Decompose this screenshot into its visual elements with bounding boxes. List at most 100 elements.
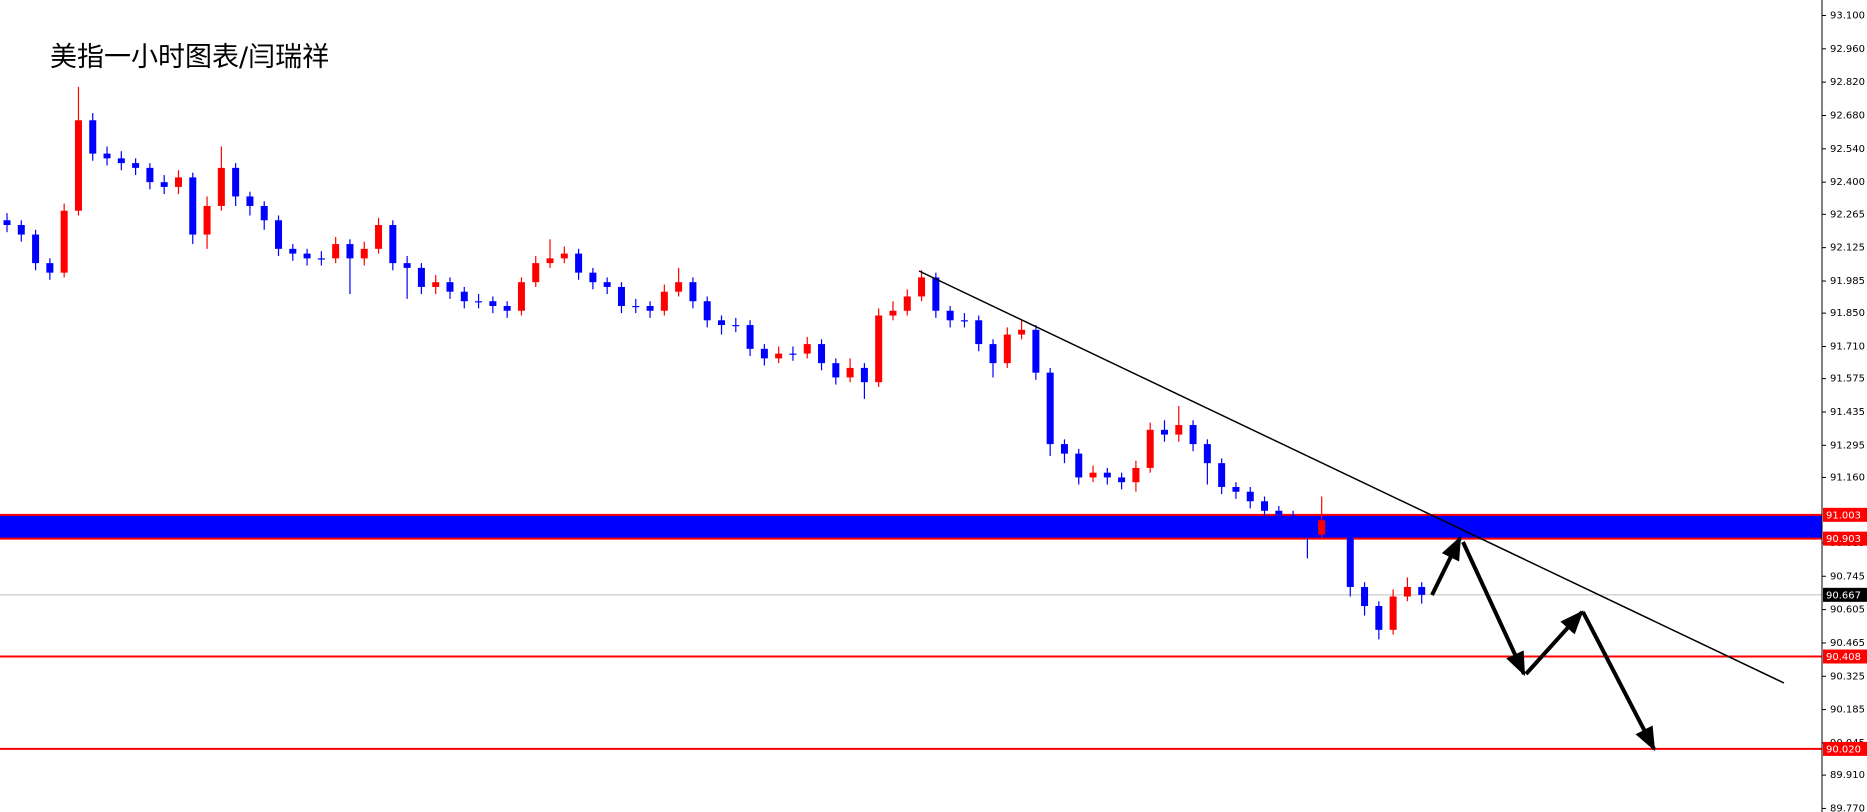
candle-body	[960, 320, 968, 322]
y-tick-label: 92.960	[1830, 44, 1865, 55]
candle-body	[117, 158, 125, 164]
candle-body	[1332, 520, 1340, 530]
candle-body	[932, 277, 940, 311]
y-tick-label: 91.850	[1830, 308, 1865, 319]
candle-body	[1232, 486, 1240, 492]
candle-body	[846, 367, 854, 378]
candle-body	[603, 282, 611, 287]
candle-body	[946, 310, 954, 321]
arrow	[1581, 611, 1656, 752]
candle-body	[403, 263, 411, 268]
candle-body	[1075, 453, 1083, 478]
candle-body	[317, 258, 325, 260]
candle-body	[132, 163, 140, 168]
zone-low-box	[1823, 531, 1867, 546]
candle-body	[803, 344, 811, 354]
candle-body	[146, 167, 154, 183]
chart-title: 美指一小时图表/闫瑞祥	[50, 42, 329, 73]
candle-body	[275, 220, 283, 249]
candle-body	[675, 282, 683, 292]
candle-body	[460, 291, 468, 302]
y-tick-label: 89.910	[1830, 770, 1865, 781]
candle-body	[1261, 501, 1269, 511]
candle-body	[1160, 429, 1168, 435]
candle-body	[1289, 515, 1297, 526]
candle-body	[789, 353, 797, 355]
candle-body	[617, 286, 625, 306]
y-tick-label: 90.745	[1830, 571, 1865, 582]
candle-body	[375, 225, 383, 249]
candle-body	[589, 272, 597, 283]
candle-body	[1246, 491, 1254, 502]
candle-body	[232, 167, 240, 197]
candle-body	[1418, 586, 1426, 595]
candle-body	[1018, 329, 1026, 335]
candle-body	[303, 253, 311, 259]
level-label: 90.020	[1826, 744, 1861, 755]
candle-body	[646, 305, 654, 311]
candle-body	[32, 234, 40, 264]
candle-body	[732, 325, 740, 327]
current-price-box	[1823, 587, 1867, 602]
candle-body	[975, 320, 983, 345]
candle-body	[1103, 472, 1111, 478]
candle-body	[1089, 472, 1097, 478]
y-tick-label: 91.435	[1830, 407, 1865, 418]
candle-body	[760, 348, 768, 359]
y-tick-label: 89.770	[1830, 803, 1865, 812]
y-tick-label: 92.540	[1830, 144, 1865, 155]
candle-body	[1361, 586, 1369, 607]
arrow	[1461, 541, 1526, 677]
candle-body	[1046, 372, 1054, 445]
zone-high-box	[1823, 507, 1867, 522]
candle-body	[260, 205, 268, 221]
zone-low-label: 90.903	[1826, 534, 1861, 545]
candle-body	[1118, 477, 1126, 483]
candle-body	[546, 258, 554, 264]
candle-body	[560, 253, 568, 259]
y-tick-label: 92.820	[1830, 77, 1865, 88]
y-tick-label: 93.100	[1830, 10, 1865, 21]
candle-body	[17, 225, 25, 235]
candle-body	[660, 291, 668, 311]
candle-body	[1275, 510, 1283, 516]
candle-body	[689, 282, 697, 302]
candle-body	[217, 167, 225, 206]
candle-body	[703, 301, 711, 321]
y-tick-label: 90.605	[1830, 605, 1865, 616]
arrow	[1430, 535, 1462, 596]
candle-body	[632, 305, 640, 308]
candle-body	[903, 296, 911, 311]
candle-body	[1203, 444, 1211, 464]
candle-body	[517, 282, 525, 311]
candle-body	[503, 305, 511, 311]
candle-body	[989, 344, 997, 364]
y-tick-label: 90.465	[1830, 638, 1865, 649]
candle-body	[103, 153, 111, 159]
y-tick-label: 91.160	[1830, 472, 1865, 483]
candle-body	[3, 220, 11, 226]
arrow	[1524, 610, 1584, 676]
candle-body	[532, 263, 540, 283]
trend-line	[918, 270, 1785, 684]
candle-body	[389, 225, 397, 264]
candle-body	[417, 267, 425, 287]
candle-body	[889, 310, 897, 316]
y-tick-label: 91.295	[1830, 440, 1865, 451]
candle-body	[875, 315, 883, 383]
candle-body	[203, 205, 211, 235]
candle-body	[89, 120, 97, 154]
candle-body	[1346, 529, 1354, 587]
candle-body	[818, 344, 826, 364]
candle-body	[332, 244, 340, 259]
y-tick-label: 90.325	[1830, 671, 1865, 682]
candle-body	[1218, 463, 1226, 487]
candle-body	[346, 244, 354, 259]
level-box	[1823, 649, 1867, 664]
candle-body	[775, 353, 783, 359]
candle-body	[1318, 520, 1326, 535]
zone	[0, 514, 1822, 539]
y-tick-label: 90.185	[1830, 705, 1865, 716]
